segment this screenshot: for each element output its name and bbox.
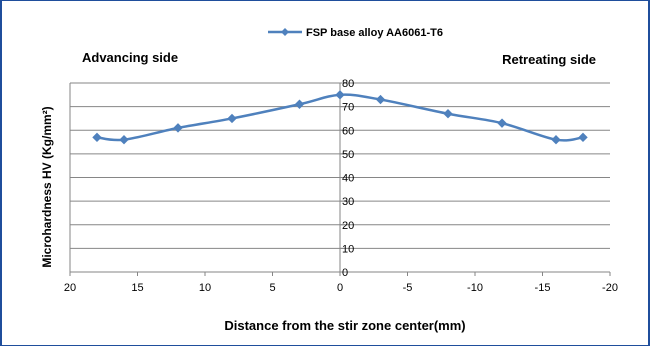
advancing-side-label: Advancing side [82,50,178,65]
y-tick-label: 80 [342,78,354,90]
y-tick-label: 30 [342,196,354,208]
y-tick-label: 40 [342,173,354,185]
y-tick-label: 10 [342,243,354,255]
y-tick-label: 50 [342,149,354,161]
data-point-marker [578,132,588,143]
x-tick-label: -15 [535,282,551,294]
x-tick-label: 20 [64,282,76,294]
y-axis-title: Microhardness HV (Kg/mm²) [40,106,54,267]
data-point-marker [443,109,453,119]
y-tick-label: 0 [342,267,348,279]
retreating-side-label: Retreating side [502,52,596,67]
data-point-marker [92,132,102,143]
data-point-marker [119,134,129,145]
data-point-marker [294,99,305,109]
x-tick-label: -10 [467,282,483,294]
x-tick-label: 15 [131,282,143,294]
x-tick-label: 5 [269,282,275,294]
y-tick-labels: 0 10 20 30 40 50 60 70 80 [342,78,354,279]
data-point-marker [497,118,507,128]
y-tick-label: 60 [342,125,354,137]
x-tick-label: 10 [199,282,211,294]
x-tick-label: -5 [403,282,413,294]
x-tick-labels: 20 15 10 5 0 -5 -10 -15 -20 [64,282,618,294]
x-tick-label: 0 [337,282,343,294]
y-tick-label: 70 [342,102,354,114]
axes [69,82,611,276]
legend: FSP base alloy AA6061-T6 [268,27,443,39]
series-group [92,90,588,145]
x-axis-title: Distance from the stir zone center(mm) [224,318,465,333]
data-point-marker [335,90,345,100]
data-point-marker [173,123,183,133]
data-point-marker [551,134,561,145]
y-tick-label: 20 [342,220,354,232]
legend-label: FSP base alloy AA6061-T6 [306,27,443,39]
x-tick-label: -20 [602,282,618,294]
data-point-marker [227,113,237,124]
data-point-marker [375,94,386,105]
legend-diamond-marker [281,28,289,36]
